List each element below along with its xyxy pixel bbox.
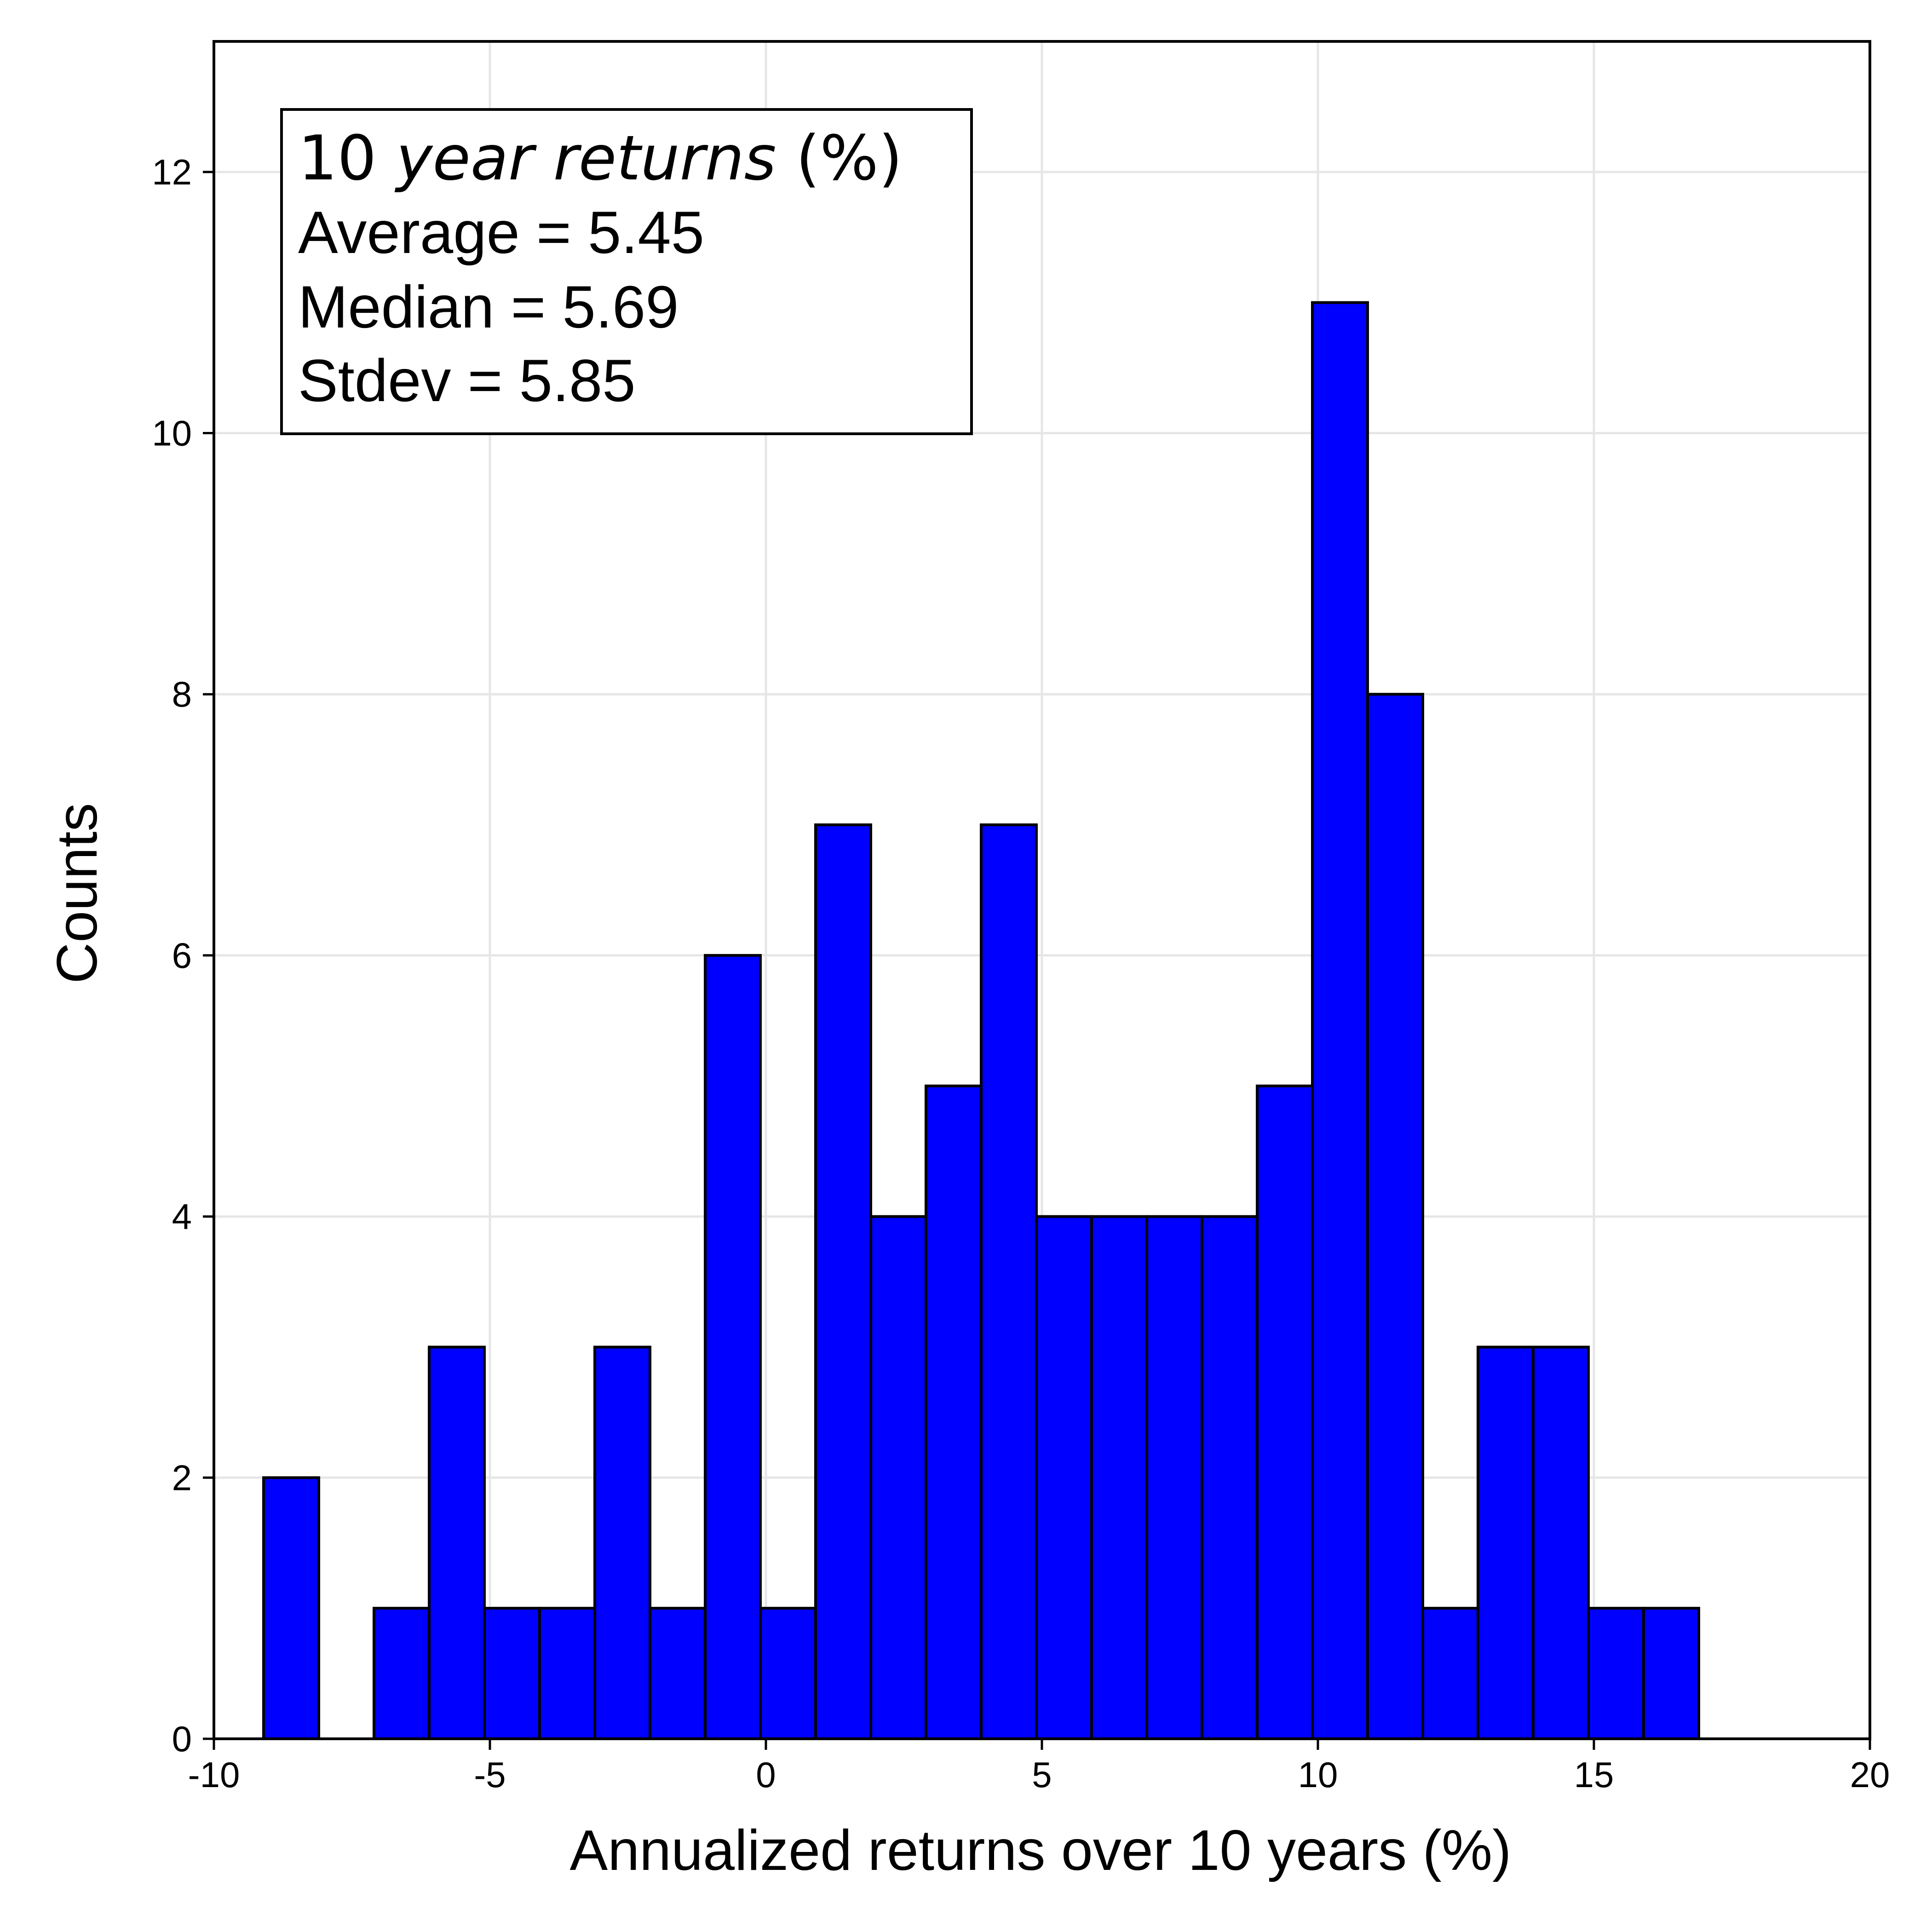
histogram-bar-21 xyxy=(1421,1607,1479,1740)
y-axis-ticks: 0 2 4 6 8 10 12 xyxy=(152,152,214,1759)
histogram-bar-3 xyxy=(428,1346,486,1740)
histogram-bar-13 xyxy=(980,823,1038,1740)
histogram-bar-14 xyxy=(1035,1215,1093,1741)
histogram-bar-19 xyxy=(1311,301,1369,1740)
histogram-bar-16 xyxy=(1145,1215,1203,1741)
stats-title-italic: year returns xyxy=(394,122,776,194)
histogram-bar-23 xyxy=(1532,1346,1590,1740)
x-axis-title: Annualized returns over 10 years (%) xyxy=(570,1819,1512,1882)
histogram-bar-8 xyxy=(704,954,762,1740)
x-tick-label-0: -10 xyxy=(188,1754,240,1795)
histogram-bar-5 xyxy=(538,1607,596,1740)
histogram-bar-2 xyxy=(373,1607,431,1740)
histogram-bar-0 xyxy=(262,1476,320,1740)
histogram-bar-4 xyxy=(483,1607,541,1740)
histogram-bar-6 xyxy=(593,1346,651,1740)
stats-box-border xyxy=(280,108,973,435)
histogram-bar-9 xyxy=(759,1607,817,1740)
stats-annotation-box: 10 year returns (%) Average = 5.45 Media… xyxy=(280,108,973,435)
x-tick-label-2: 0 xyxy=(756,1754,776,1795)
stats-stdev: Stdev = 5.85 xyxy=(298,347,636,414)
x-tick-label-5: 15 xyxy=(1574,1754,1614,1795)
histogram-bar-12 xyxy=(925,1084,983,1740)
x-tick-label-1: -5 xyxy=(474,1754,506,1795)
x-tick-label-6: 20 xyxy=(1850,1754,1890,1795)
stats-average: Average = 5.45 xyxy=(298,199,704,266)
stats-title-suffix: (%) xyxy=(776,122,903,194)
x-tick-label-3: 5 xyxy=(1032,1754,1052,1795)
x-tick-label-4: 10 xyxy=(1298,1754,1338,1795)
y-tick-label-4: 8 xyxy=(172,674,192,714)
histogram-bars xyxy=(262,301,1700,1741)
y-tick-label-5: 10 xyxy=(152,413,192,454)
histogram-bar-7 xyxy=(649,1607,707,1740)
histogram-bar-15 xyxy=(1090,1215,1148,1741)
histogram-bar-20 xyxy=(1366,693,1424,1740)
y-tick-label-3: 6 xyxy=(172,935,192,976)
stats-title-prefix: 10 xyxy=(298,122,396,194)
histogram-bar-25 xyxy=(1642,1607,1700,1740)
histogram-bar-17 xyxy=(1201,1215,1259,1741)
histogram-bar-24 xyxy=(1587,1607,1645,1740)
histogram-bar-18 xyxy=(1256,1084,1314,1740)
y-axis-title: Counts xyxy=(46,803,109,984)
y-tick-label-1: 2 xyxy=(172,1457,192,1498)
histogram-bar-11 xyxy=(869,1215,927,1741)
histogram-bar-10 xyxy=(814,823,872,1740)
y-tick-label-0: 0 xyxy=(172,1719,192,1759)
y-tick-label-6: 12 xyxy=(152,152,192,192)
y-tick-label-2: 4 xyxy=(172,1196,192,1237)
stats-median: Median = 5.69 xyxy=(298,273,679,340)
stats-title: 10 year returns (%) xyxy=(298,122,903,194)
histogram-bar-22 xyxy=(1477,1346,1535,1740)
x-axis-ticks: -10 -5 0 5 10 15 20 xyxy=(188,1739,1890,1795)
